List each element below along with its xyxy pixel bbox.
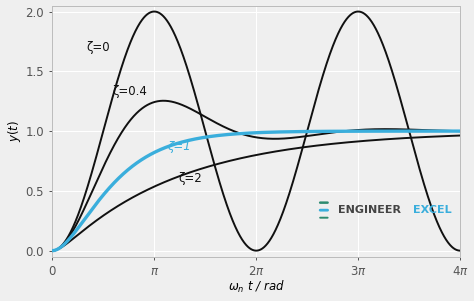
Text: ζ=2: ζ=2 xyxy=(179,172,202,185)
Text: EXCEL: EXCEL xyxy=(413,205,452,215)
X-axis label: $\omega_n$ $t$ / $rad$: $\omega_n$ $t$ / $rad$ xyxy=(228,279,284,296)
Text: ζ=1: ζ=1 xyxy=(167,140,191,153)
Text: ENGINEER: ENGINEER xyxy=(338,205,401,215)
Text: ζ=0: ζ=0 xyxy=(86,41,110,54)
Text: ζ=0.4: ζ=0.4 xyxy=(112,85,147,98)
Y-axis label: $y(t)$: $y(t)$ xyxy=(6,120,23,142)
